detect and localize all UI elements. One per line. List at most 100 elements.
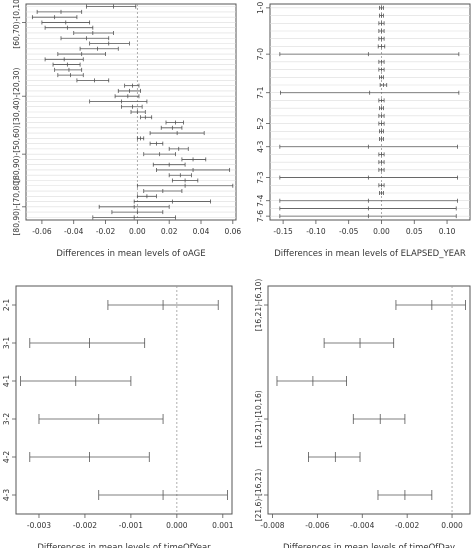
interval-4	[29, 452, 150, 462]
y-tick-label: 2-1	[2, 299, 11, 311]
y-tick-label: [16,21)-[10,16)	[254, 390, 263, 447]
y-tick-label: 7-6	[256, 210, 265, 222]
interval-31	[156, 167, 231, 172]
interval-9	[379, 75, 384, 80]
interval-13	[57, 73, 84, 78]
x-axis-label: Differences in mean levels of timeOfDay	[283, 543, 455, 548]
x-tick-label: 0.001	[212, 521, 234, 530]
interval-0	[107, 300, 219, 310]
interval-13	[379, 106, 384, 111]
interval-1	[379, 13, 384, 18]
x-tick-label: 0.00	[373, 227, 390, 236]
interval-25	[136, 136, 145, 141]
x-tick-label: -0.003	[27, 521, 51, 530]
interval-23	[160, 125, 183, 130]
interval-1	[323, 338, 395, 348]
interval-2	[31, 15, 78, 20]
x-tick-label: -0.15	[273, 227, 293, 236]
interval-4	[44, 25, 94, 30]
plot-frame	[267, 285, 471, 515]
y-tick-label: 4-3	[2, 489, 11, 501]
y-tick-label: 7-3	[256, 171, 265, 183]
x-tick-label: -0.10	[306, 227, 326, 236]
interval-19	[378, 152, 385, 157]
interval-11	[280, 90, 460, 95]
interval-8	[378, 67, 385, 72]
interval-3	[38, 414, 164, 424]
x-tick-label: -0.006	[305, 521, 329, 530]
x-tick-label: 0.04	[193, 227, 210, 236]
x-tick-label: -0.05	[339, 227, 359, 236]
x-axis-label: Differences in mean levels of oAGE	[56, 249, 205, 259]
interval-37	[133, 199, 211, 204]
chart-panel-timeOfDay: -0.008 -0.006 -0.004 -0.002 0.000 [16,21)-[6,…	[254, 279, 471, 548]
interval-15	[124, 83, 140, 88]
y-tick-label: 4-3	[256, 140, 265, 152]
interval-14	[76, 78, 110, 83]
interval-20	[130, 110, 146, 114]
interval-40	[92, 215, 176, 220]
interval-22	[165, 120, 184, 125]
interval-0	[395, 300, 466, 310]
y-tick-label: [30,40)-[20,30)	[12, 67, 21, 124]
interval-6	[279, 52, 460, 57]
y-tick-label: 4-2	[2, 451, 11, 463]
interval-38	[98, 204, 170, 209]
chart-panel-timeOfYear: -0.003 -0.002 -0.001 0.000 0.001 2-1 3-1 4-1 3-2…	[2, 285, 234, 548]
interval-27	[279, 214, 457, 219]
y-tick-label: 4-1	[2, 375, 11, 387]
interval-21	[140, 115, 153, 120]
y-tick-label: [16,21)-[6,10)	[254, 279, 263, 332]
x-tick-label: -0.06	[32, 227, 52, 236]
y-tick-label: [60,70)-[0,10)	[12, 0, 21, 49]
y-tick-label: [80,90)-[50,60)	[12, 125, 21, 182]
x-tick-label: -0.04	[64, 227, 84, 236]
x-axis-label: Differences in mean levels of ELAPSED_YE…	[274, 249, 466, 259]
interval-5	[377, 44, 386, 49]
y-tick-label: 7-0	[256, 48, 265, 60]
interval-12	[378, 98, 385, 103]
interval-15	[378, 121, 385, 126]
interval-27	[168, 146, 189, 151]
x-tick-label: 0.10	[439, 227, 456, 236]
interval-34	[136, 183, 234, 188]
interval-5	[377, 490, 433, 500]
x-tick-label: -0.004	[350, 521, 374, 530]
interval-24	[379, 191, 384, 195]
interval-24	[149, 131, 205, 136]
x-tick-label: 0.02	[161, 227, 178, 236]
y-tick-label: 3-1	[2, 337, 11, 349]
interval-8	[79, 46, 119, 51]
interval-18	[89, 99, 148, 104]
interval-11	[52, 62, 81, 67]
y-tick-label: 7-1	[256, 86, 265, 98]
interval-7	[378, 59, 385, 64]
interval-30	[152, 162, 186, 167]
x-tick-label: -0.002	[395, 521, 419, 530]
y-tick-label: [21,6)-[16,21)	[254, 469, 263, 522]
interval-17	[114, 94, 140, 99]
interval-3	[41, 20, 91, 25]
interval-21	[378, 167, 385, 172]
x-tick-label: 0.05	[406, 227, 423, 236]
interval-39	[111, 210, 164, 215]
interval-18	[279, 144, 458, 149]
interval-35	[143, 189, 183, 194]
chart-panel-age: -0.06 -0.04 -0.02 0.00 0.02 0.04 0.06 [60,70)-[…	[12, 0, 241, 259]
interval-32	[168, 173, 192, 178]
interval-20	[378, 160, 385, 165]
x-tick-label: -0.002	[73, 521, 97, 530]
interval-16	[379, 129, 384, 134]
interval-26	[149, 141, 164, 146]
interval-2	[378, 21, 385, 26]
interval-28	[143, 152, 176, 157]
x-tick-label: 0.00	[129, 227, 146, 236]
interval-5	[73, 30, 114, 35]
interval-10	[379, 83, 388, 87]
interval-2	[276, 376, 347, 386]
y-tick-label: 5-2	[256, 117, 265, 129]
interval-1	[29, 338, 146, 348]
interval-3	[352, 414, 406, 424]
interval-3	[378, 29, 385, 33]
